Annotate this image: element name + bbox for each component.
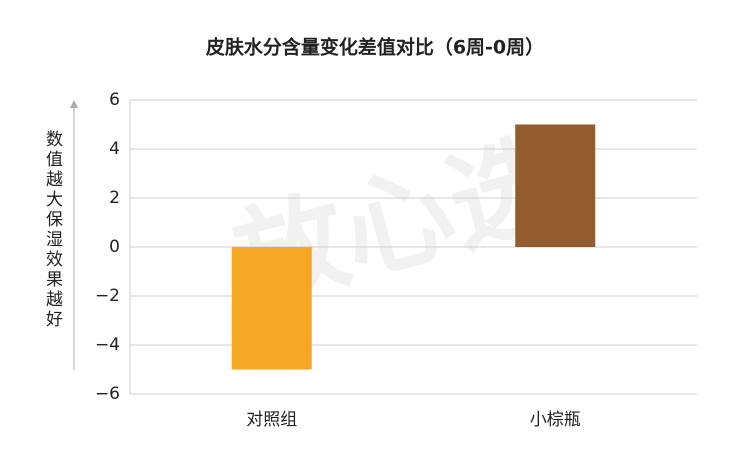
y-axis-label: 数值越大保湿效果越好 (42, 130, 63, 330)
y-tick-label: 6 (109, 90, 120, 110)
x-tick-label: 对照组 (246, 410, 297, 430)
bar (515, 124, 596, 247)
y-tick-label: 2 (109, 188, 120, 208)
x-tick-label: 小棕瓶 (530, 410, 581, 430)
y-tick-label: 4 (109, 139, 120, 159)
y-tick-label: −2 (95, 286, 120, 306)
y-arrow-head (70, 100, 78, 108)
chart-title: 皮肤水分含量变化差值对比（6周-0周） (206, 36, 544, 59)
y-tick-label: 0 (109, 237, 120, 257)
bar (231, 247, 312, 370)
y-tick-label: −4 (95, 335, 120, 355)
y-tick-label: −6 (95, 384, 120, 404)
